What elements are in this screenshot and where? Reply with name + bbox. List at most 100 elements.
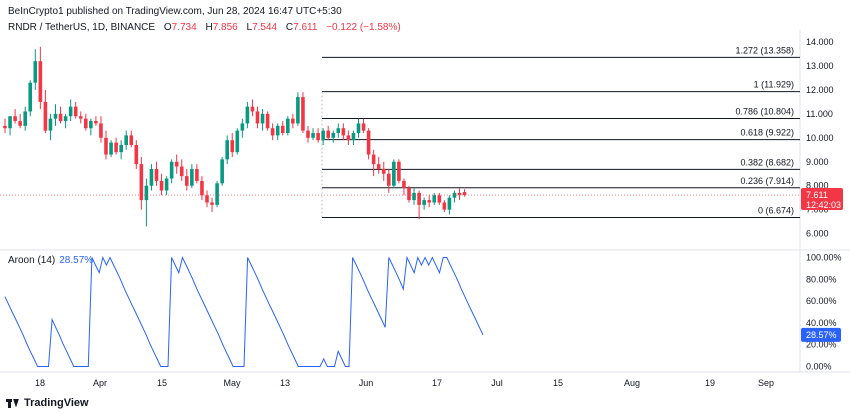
aroon-title: Aroon (14) — [8, 255, 56, 266]
last-price-badge — [801, 188, 843, 211]
candle-body — [215, 183, 219, 205]
candle-body — [190, 168, 194, 186]
candle-body — [240, 123, 245, 131]
candle-body — [179, 166, 184, 177]
price-tick-label: 8.000 — [806, 181, 829, 191]
time-tick-label: Aug — [624, 378, 640, 388]
candle-body — [33, 61, 38, 83]
candle-body — [195, 168, 199, 181]
low-value: 7.544 — [252, 22, 278, 33]
candle-body — [84, 118, 88, 129]
candle-body — [387, 173, 391, 186]
aroon-tick-label: 60.00% — [806, 296, 837, 306]
candle-body — [326, 130, 330, 138]
high-value: 7.856 — [212, 22, 238, 33]
candle-body — [366, 130, 371, 155]
candle-body — [286, 118, 290, 134]
price-tick-label: 6.000 — [806, 229, 829, 239]
candle-body — [341, 128, 346, 136]
aroon-tick-label: 0.00% — [806, 362, 832, 372]
symbol-ohlc-line: RNDR / TetherUS, 1D, BINANCE O7.734 H7.8… — [8, 22, 401, 33]
open-key: O — [163, 22, 172, 33]
candle-body — [250, 106, 255, 112]
open-value: 7.734 — [171, 22, 197, 33]
candle-body — [371, 154, 376, 165]
candle-body — [255, 111, 260, 124]
candle-body — [260, 113, 265, 124]
candle-body — [73, 106, 78, 117]
bar-countdown: 12:42:03 — [806, 200, 841, 210]
candle-body — [402, 180, 406, 189]
candle-body — [144, 185, 149, 201]
time-tick-label: 18 — [35, 378, 45, 388]
candle-body — [18, 121, 22, 126]
candle-body — [356, 123, 361, 134]
candle-body — [164, 178, 169, 191]
aroon-tick-label: 20.00% — [806, 340, 837, 350]
candle-body — [8, 116, 12, 129]
candle-body — [462, 192, 467, 196]
time-tick-label: May — [223, 378, 241, 388]
candle-body — [154, 168, 159, 181]
candle-body — [28, 82, 33, 112]
candle-body — [63, 116, 68, 122]
aroon-legend[interactable]: Aroon (14) 28.57% — [8, 255, 93, 266]
close-value: 7.611 — [293, 22, 318, 33]
candle-body — [210, 202, 214, 205]
fib-level-label: 1 (11.929) — [754, 80, 794, 90]
candle-body — [119, 144, 123, 153]
fib-level-label: 0.382 (8.682) — [740, 157, 794, 167]
candle-body — [129, 135, 134, 145]
candle-body — [235, 130, 240, 153]
candle-body — [104, 137, 108, 155]
candle-body — [230, 140, 235, 153]
candle-body — [311, 133, 315, 138]
symbol-label: RNDR / TetherUS, 1D, BINANCE — [8, 22, 156, 33]
candle-body — [124, 135, 128, 145]
time-tick-label: Sep — [758, 378, 774, 388]
candle-body — [169, 161, 174, 179]
candle-body — [422, 200, 426, 205]
tradingview-logo-icon — [6, 398, 20, 408]
time-tick-label: Jun — [359, 378, 374, 388]
candle-body — [200, 180, 204, 196]
candle-body — [68, 106, 73, 117]
candle-body — [417, 192, 421, 205]
candle-body — [174, 161, 179, 167]
aroon-badge-value: 28.57% — [806, 330, 837, 340]
aroon-tick-label: 100.00% — [806, 252, 842, 262]
candle-body — [23, 111, 27, 126]
candle-body — [316, 133, 320, 141]
candle-body — [361, 123, 366, 131]
tradingview-logo[interactable]: TradingView — [6, 397, 89, 409]
aroon-tick-label: 80.00% — [806, 274, 837, 284]
candle-body — [381, 168, 386, 174]
candle-body — [205, 195, 209, 203]
price-tick-label: 9.000 — [806, 157, 829, 167]
candle-body — [53, 113, 58, 119]
candle-body — [306, 130, 310, 138]
candle-body — [48, 118, 53, 131]
candle-body — [99, 123, 103, 138]
candle-body — [392, 161, 396, 186]
fib-level-label: 0.786 (10.804) — [735, 107, 794, 117]
candle-body — [78, 116, 83, 119]
candle-body — [109, 142, 113, 155]
candle-body — [58, 113, 63, 122]
candle-body — [94, 121, 98, 124]
price-tick-label: 10.000 — [806, 133, 834, 143]
candle-body — [89, 121, 93, 129]
fib-level-label: 0.618 (9.922) — [740, 128, 794, 138]
candle-body — [351, 133, 356, 141]
time-tick-label: Jul — [491, 378, 503, 388]
price-tick-label: 14.000 — [806, 37, 834, 47]
candle-body — [225, 140, 229, 160]
candle-body — [321, 130, 325, 141]
candle-body — [407, 188, 411, 201]
candle-body — [270, 128, 275, 136]
low-key: L — [246, 22, 253, 33]
aroon-tick-label: 40.00% — [806, 318, 837, 328]
candle-body — [397, 161, 401, 181]
candle-body — [220, 159, 224, 184]
